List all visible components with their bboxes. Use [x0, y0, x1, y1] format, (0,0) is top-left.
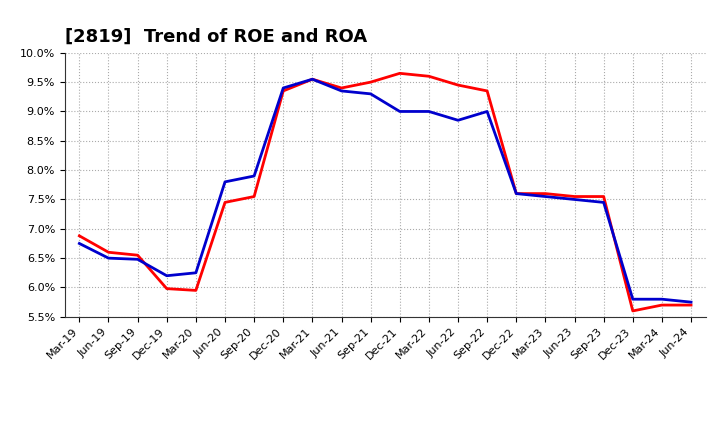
- ROA: [599, 200, 608, 205]
- ROE: [541, 191, 550, 196]
- ROA: [220, 179, 229, 184]
- ROA: [454, 117, 462, 123]
- ROE: [192, 288, 200, 293]
- ROE: [104, 249, 113, 255]
- ROA: [250, 173, 258, 179]
- ROE: [337, 85, 346, 91]
- ROE: [366, 80, 375, 85]
- ROE: [279, 88, 287, 94]
- Text: [2819]  Trend of ROE and ROA: [2819] Trend of ROE and ROA: [65, 28, 367, 46]
- ROA: [75, 241, 84, 246]
- ROE: [163, 286, 171, 291]
- Line: ROE: ROE: [79, 73, 691, 311]
- ROA: [163, 273, 171, 279]
- ROA: [570, 197, 579, 202]
- ROA: [629, 297, 637, 302]
- ROE: [133, 253, 142, 258]
- ROA: [512, 191, 521, 196]
- ROE: [220, 200, 229, 205]
- ROE: [570, 194, 579, 199]
- ROA: [483, 109, 492, 114]
- ROE: [687, 302, 696, 308]
- Line: ROA: ROA: [79, 79, 691, 302]
- ROA: [687, 300, 696, 305]
- ROA: [133, 257, 142, 262]
- ROA: [308, 77, 317, 82]
- ROA: [192, 270, 200, 275]
- ROE: [512, 191, 521, 196]
- ROE: [483, 88, 492, 94]
- ROA: [541, 194, 550, 199]
- ROA: [395, 109, 404, 114]
- ROE: [425, 73, 433, 79]
- ROE: [657, 302, 666, 308]
- ROE: [629, 308, 637, 314]
- ROE: [250, 194, 258, 199]
- ROA: [337, 88, 346, 94]
- ROE: [599, 194, 608, 199]
- ROE: [454, 82, 462, 88]
- ROA: [425, 109, 433, 114]
- ROA: [366, 91, 375, 96]
- ROA: [657, 297, 666, 302]
- ROE: [308, 77, 317, 82]
- ROE: [75, 233, 84, 238]
- ROA: [104, 256, 113, 261]
- ROE: [395, 71, 404, 76]
- ROA: [279, 85, 287, 91]
